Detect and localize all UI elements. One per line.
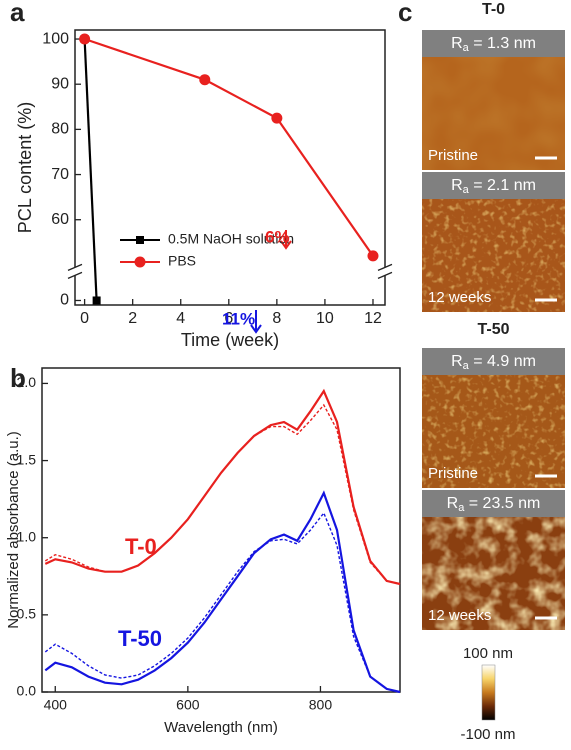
axis-break-mark: [67, 271, 83, 279]
x-tick-label: 10: [316, 310, 334, 327]
ra-header: [422, 348, 565, 375]
ra-header: [422, 30, 565, 57]
y-tick-label: 1.5: [17, 451, 37, 467]
legend-marker: [136, 236, 144, 244]
x-tick-label: 2: [128, 310, 137, 327]
x-tick-label: 12: [364, 310, 382, 327]
x-tick-label: 4: [176, 310, 185, 327]
annotation: T-50: [118, 626, 162, 651]
marker: [199, 74, 211, 86]
image-caption: Pristine: [428, 147, 478, 164]
ra-subscript: a: [463, 360, 470, 372]
axis-break-gap: [69, 267, 81, 276]
image-caption: 12 weeks: [428, 289, 491, 306]
ra-value: = 2.1 nm: [469, 177, 536, 194]
afm-texture: [422, 199, 565, 312]
y-tick-label: 80: [51, 121, 69, 138]
x-tick-label: 400: [44, 697, 68, 713]
legend-marker: [134, 256, 146, 268]
ra-value: = 4.9 nm: [469, 353, 536, 370]
ra-subscript: a: [463, 42, 470, 54]
y-axis-title: PCL content (%): [15, 102, 35, 233]
axis-break-gap: [379, 267, 391, 276]
ra-symbol: R: [447, 495, 459, 512]
series-line: [83, 38, 98, 301]
series-line: [44, 511, 401, 693]
marker: [79, 33, 91, 45]
ra-label: Ra = 23.5 nm: [447, 495, 541, 514]
y-tick-label: 0: [60, 292, 69, 309]
colorbar-min: -100 nm: [460, 726, 515, 743]
series-line: [84, 37, 374, 257]
image-caption: 12 weeks: [428, 607, 491, 624]
ra-subscript: a: [458, 502, 465, 514]
annotation: T-0: [125, 534, 157, 559]
ra-header: [422, 172, 565, 199]
y-tick-label: 60: [51, 211, 69, 228]
image-caption: Pristine: [428, 465, 478, 482]
axis-break-mark: [377, 263, 393, 271]
x-tick-label: 0: [80, 310, 89, 327]
afm-texture: [422, 517, 565, 630]
ra-label: Ra = 2.1 nm: [451, 177, 536, 196]
panel-label: c: [398, 0, 412, 27]
legend-label: PBS: [168, 253, 196, 269]
panel-label: b: [10, 363, 26, 393]
legend-label: 0.5M NaOH solution: [168, 231, 294, 247]
axis-break-mark: [67, 263, 83, 271]
y-tick-label: 70: [51, 166, 69, 183]
ra-symbol: R: [451, 177, 463, 194]
plot-frame: [41, 367, 401, 693]
ra-symbol: R: [451, 35, 463, 52]
x-tick-label: 600: [176, 697, 200, 713]
axis-break-mark: [377, 271, 393, 279]
plot-frame: [74, 29, 386, 306]
panel-label: a: [10, 0, 25, 27]
afm-texture: [422, 375, 565, 488]
y-tick-label: 0.5: [17, 606, 37, 622]
series-line: [44, 490, 401, 694]
marker: [92, 296, 101, 305]
y-tick-label: 0.0: [17, 683, 37, 699]
marker: [271, 112, 283, 124]
group-title: T-50: [477, 321, 509, 338]
ra-label: Ra = 1.3 nm: [451, 35, 536, 54]
annotation: 11%: [222, 309, 255, 328]
y-tick-label: 2.0: [17, 374, 37, 390]
ra-label: Ra = 4.9 nm: [451, 353, 536, 372]
afm-texture: [422, 57, 565, 170]
ra-symbol: R: [451, 353, 463, 370]
ra-subscript: a: [463, 184, 470, 196]
series-line: [44, 388, 401, 586]
x-axis-title: Time (week): [181, 330, 279, 350]
series-line: [44, 403, 401, 585]
annotation: 6%: [265, 227, 290, 246]
colorbar: [481, 664, 496, 721]
annotation-arrows: [250, 230, 292, 334]
y-axis-title: Normalized absorbance (a.u.): [5, 431, 22, 629]
y-tick-label: 1.0: [17, 528, 37, 544]
x-tick-label: 8: [272, 310, 281, 327]
marker: [367, 250, 379, 262]
colorbar-max: 100 nm: [463, 645, 513, 662]
group-title: T-0: [482, 1, 505, 18]
x-tick-label: 800: [309, 697, 333, 713]
ra-value: = 1.3 nm: [469, 35, 536, 52]
ra-header: [422, 490, 565, 517]
y-tick-label: 90: [51, 75, 69, 92]
x-tick-label: 6: [224, 310, 233, 327]
ra-value: = 23.5 nm: [464, 495, 540, 512]
y-tick-label: 100: [42, 30, 69, 47]
x-axis-title: Wavelength (nm): [164, 719, 278, 736]
